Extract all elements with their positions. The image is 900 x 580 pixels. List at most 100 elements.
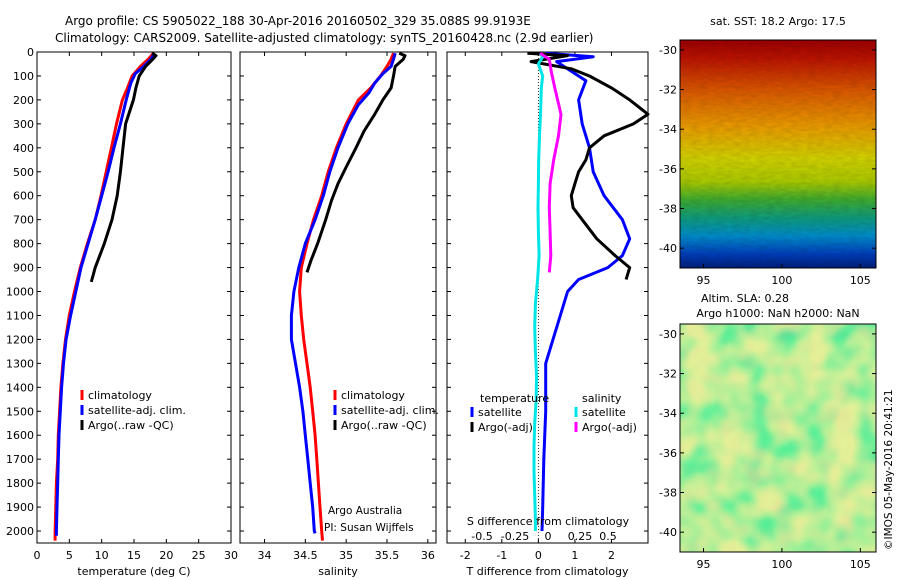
x-tick-label: 1 xyxy=(571,549,578,562)
y-tick-label: 100 xyxy=(13,70,34,83)
map-y-tick-label: -34 xyxy=(659,407,677,420)
x-tick-label: 34 xyxy=(258,549,272,562)
y-tick-label: 1100 xyxy=(6,309,34,322)
x-tick-label: 0 xyxy=(535,549,542,562)
credit-pi: PI: Susan Wijffels xyxy=(324,522,414,534)
legend-label: satellite xyxy=(478,406,522,419)
sst-texture xyxy=(680,40,876,268)
x-tick-label: 0 xyxy=(34,549,41,562)
y-tick-label: 1200 xyxy=(6,333,34,346)
y-tick-label: 1000 xyxy=(6,286,34,299)
y-tick-label: 400 xyxy=(13,142,34,155)
map-y-tick-label: -32 xyxy=(659,84,677,97)
y-tick-label: 1600 xyxy=(6,429,34,442)
y-tick-label: 1700 xyxy=(6,453,34,466)
x-tick-label-s: -0.5 xyxy=(471,530,492,543)
x-tick-label-s: 0 xyxy=(545,530,552,543)
series-line xyxy=(527,51,650,280)
credit-institution: Argo Australia xyxy=(328,505,402,517)
map-y-tick-label: -38 xyxy=(659,487,677,500)
sst-map-panel: -30 -32 -34 -36 -38 -40 95 100 105 sat. SST: 18.2… xyxy=(659,15,877,287)
x-tick-label: 25 xyxy=(192,549,206,562)
series-line xyxy=(540,51,632,532)
map-x-tick-label: 105 xyxy=(850,558,871,571)
map-y-tick-label: -40 xyxy=(659,526,677,539)
plot-frame xyxy=(36,51,232,544)
x-tick-label: 35 xyxy=(339,549,353,562)
series-line xyxy=(532,52,545,531)
header-line1: Argo profile: CS 5905022_188 30-Apr-2016… xyxy=(65,14,531,28)
x-tick-label: 20 xyxy=(159,549,173,562)
x-tick-label: 34.5 xyxy=(293,549,318,562)
series-line xyxy=(54,52,156,536)
legend-label: climatology xyxy=(341,389,405,402)
legend-label: satellite xyxy=(582,406,626,419)
x-tick-label: 30 xyxy=(224,549,238,562)
y-tick-label: 2000 xyxy=(6,525,34,538)
y-tick-label: 0 xyxy=(27,46,34,59)
map-frame xyxy=(679,39,877,269)
map-x-tick-label: 100 xyxy=(771,558,792,571)
sst-title: sat. SST: 18.2 Argo: 17.5 xyxy=(710,15,846,28)
temperature-panel: 0100200300400500600700800900100011001200… xyxy=(6,46,238,578)
legend-label: Argo(-adj) xyxy=(582,421,637,434)
map-y-tick-label: -40 xyxy=(659,242,677,255)
header-line2: Climatology: CARS2009. Satellite-adjuste… xyxy=(55,31,593,45)
map-y-tick-label: -36 xyxy=(659,447,677,460)
salinity-panel: 34 34.5 35 35.5 36 salinity climatology satelli… xyxy=(239,51,439,578)
x-tick-label-s: 0.5 xyxy=(599,530,617,543)
map-y-tick-label: -34 xyxy=(659,123,677,136)
sla-subtitle: Argo h1000: NaN h2000: NaN xyxy=(696,307,859,320)
map-y-tick-label: -32 xyxy=(659,368,677,381)
x-tick-label: 35.5 xyxy=(375,549,400,562)
difference-panel: -2 -1 0 1 2 T difference from climatology temp… xyxy=(446,51,650,578)
legend-label: Argo(..raw -QC) xyxy=(88,419,174,432)
series-line xyxy=(289,52,397,534)
x-tick-label: -1 xyxy=(496,549,507,562)
x-axis-label: salinity xyxy=(318,565,358,578)
map-y-tick-label: -30 xyxy=(659,44,677,57)
y-tick-label: 1900 xyxy=(6,501,34,514)
x-axis-label-top: S difference from climatology xyxy=(467,515,630,528)
x-tick-label: 2 xyxy=(608,549,615,562)
y-tick-label: 300 xyxy=(13,118,34,131)
y-tick-label: 1400 xyxy=(6,381,34,394)
map-frame xyxy=(679,323,877,553)
x-tick-label-s: 0.25 xyxy=(568,530,593,543)
plot-frame xyxy=(446,51,649,544)
legend-label: Argo(..raw -QC) xyxy=(341,419,427,432)
sla-title: Altim. SLA: 0.28 xyxy=(701,292,789,305)
map-x-tick-label: 105 xyxy=(850,274,871,287)
map-y-tick-label: -38 xyxy=(659,203,677,216)
map-x-tick-label: 100 xyxy=(771,274,792,287)
legend-label: satellite-adj. clim. xyxy=(341,404,439,417)
x-tick-label: 36 xyxy=(421,549,435,562)
legend-label: climatology xyxy=(88,389,152,402)
x-tick-label: 5 xyxy=(66,549,73,562)
x-tick-label: 10 xyxy=(95,549,109,562)
y-tick-label: 1300 xyxy=(6,357,34,370)
y-tick-label: 500 xyxy=(13,166,34,179)
x-axis-label: T difference from climatology xyxy=(466,565,629,578)
legend-label: Argo(-adj) xyxy=(478,421,533,434)
y-tick-label: 800 xyxy=(13,238,34,251)
y-tick-label: 900 xyxy=(13,262,34,275)
y-tick-label: 600 xyxy=(13,190,34,203)
series-line xyxy=(539,51,563,273)
plot-frame xyxy=(239,51,437,544)
series-line xyxy=(305,51,407,273)
x-tick-label: 15 xyxy=(127,549,141,562)
x-tick-label: -2 xyxy=(460,549,471,562)
legend-title-salinity: salinity xyxy=(582,392,622,405)
legend-label: satellite-adj. clim. xyxy=(88,404,186,417)
map-y-tick-label: -30 xyxy=(659,328,677,341)
y-tick-label: 1500 xyxy=(6,405,34,418)
x-tick-label-s: -0.25 xyxy=(501,530,529,543)
map-x-tick-label: 95 xyxy=(697,274,711,287)
sla-field xyxy=(680,324,876,552)
series-line xyxy=(89,51,158,283)
y-tick-label: 1800 xyxy=(6,477,34,490)
map-x-tick-label: 95 xyxy=(697,558,711,571)
x-axis-label: temperature (deg C) xyxy=(77,565,190,578)
